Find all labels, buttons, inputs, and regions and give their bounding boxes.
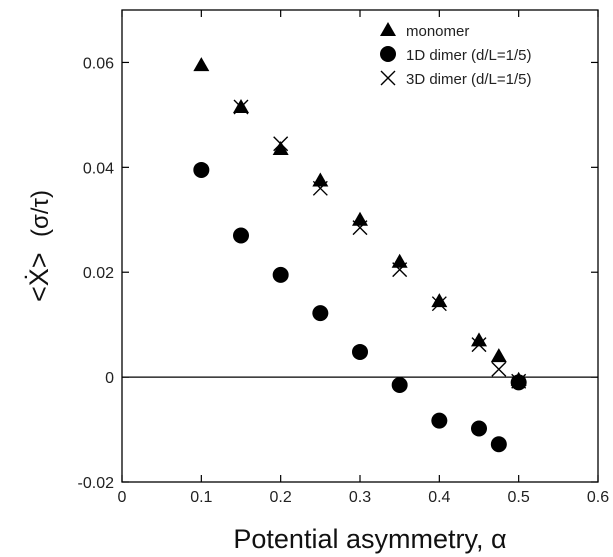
series-triangle <box>193 57 527 386</box>
legend-marker-cross <box>380 70 396 86</box>
x-tick-label: 0.1 <box>190 489 212 506</box>
legend-label: 1D dimer (d/L=1/5) <box>406 47 531 64</box>
legend-label: 3D dimer (d/L=1/5) <box>406 71 531 88</box>
y-tick-label: 0 <box>105 370 114 387</box>
x-tick-label: 0.6 <box>587 489 609 506</box>
circle-point <box>391 376 408 393</box>
legend-marker-triangle <box>380 22 396 36</box>
data-marks <box>193 57 527 453</box>
legend-marker-circle <box>380 46 396 62</box>
legend-label: monomer <box>406 23 469 40</box>
y-tick-label: 0.06 <box>83 55 114 72</box>
cross-point <box>352 220 368 236</box>
circle-point <box>352 343 368 360</box>
circle-point <box>510 374 527 391</box>
x-tick-label: 0.2 <box>270 489 292 506</box>
y-axis-title: <Ẋ> (σ/τ) <box>23 190 54 302</box>
triangle-point <box>312 172 329 187</box>
cross-point <box>491 361 507 377</box>
x-axis-title: Potential asymmetry, α <box>233 524 506 554</box>
triangle-point <box>193 57 210 72</box>
triangle-point <box>471 332 487 347</box>
circle-point <box>272 266 289 283</box>
triangle-point <box>490 348 507 363</box>
circle-point <box>193 161 210 178</box>
y-tick-label: 0.04 <box>83 160 114 177</box>
y-axis-title-unit: (σ/τ) <box>27 190 54 237</box>
triangle-point <box>391 253 408 268</box>
triangle-point <box>431 293 448 308</box>
series-cross <box>233 99 527 389</box>
x-tick-label: 0.5 <box>508 489 530 506</box>
cross-point <box>511 373 527 389</box>
circle-point <box>471 420 487 437</box>
triangle-point <box>352 211 368 226</box>
circle-point <box>312 305 329 322</box>
y-tick-label: 0.02 <box>83 265 114 282</box>
triangle-point <box>272 140 289 155</box>
svg-text:<Ẋ> (σ/τ): <Ẋ> (σ/τ) <box>23 190 54 302</box>
cross-point <box>233 99 249 115</box>
triangle-point <box>233 99 249 114</box>
circle-point <box>233 227 249 244</box>
cross-point <box>273 136 289 152</box>
circle-point <box>431 412 448 429</box>
cross-point <box>471 337 487 353</box>
y-tick-label: -0.02 <box>78 475 115 492</box>
cross-point <box>431 296 447 312</box>
y-axis-title-symbol: <Ẋ> <box>23 252 54 302</box>
cross-point <box>312 180 328 196</box>
circle-point <box>490 436 507 453</box>
legend: monomer 1D dimer (d/L=1/5) 3D dimer (d/L=1… <box>380 22 531 88</box>
series-circle <box>193 161 527 453</box>
x-tick-label: 0.3 <box>349 489 371 506</box>
x-tick-label: 0 <box>118 489 127 506</box>
x-tick-label: 0.4 <box>428 489 450 506</box>
cross-point <box>392 262 408 278</box>
